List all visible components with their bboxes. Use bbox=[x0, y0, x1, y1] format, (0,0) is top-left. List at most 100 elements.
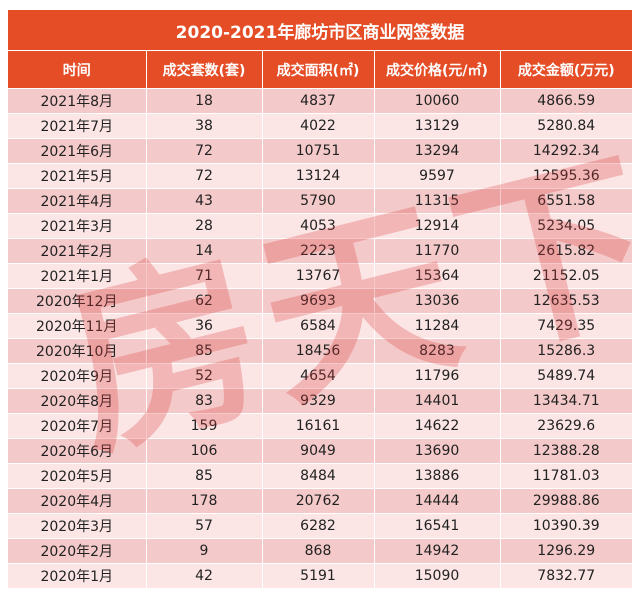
table-cell: 2020年11月 bbox=[8, 313, 147, 339]
table-cell: 16541 bbox=[374, 513, 501, 539]
table-cell: 13036 bbox=[374, 288, 501, 314]
table-cell: 10060 bbox=[374, 88, 501, 114]
table-cell: 8283 bbox=[374, 338, 501, 364]
table-cell: 2021年2月 bbox=[8, 238, 147, 264]
table-cell: 13124 bbox=[262, 163, 375, 189]
table-cell: 9329 bbox=[262, 388, 375, 414]
table-cell: 4053 bbox=[262, 213, 375, 239]
table-row: 2021年3月 28 4053 12914 5234.05 bbox=[8, 213, 633, 239]
table-cell: 28 bbox=[146, 213, 263, 239]
table-cell: 42 bbox=[146, 563, 263, 589]
table-cell: 15364 bbox=[374, 263, 501, 289]
table-cell: 11781.03 bbox=[500, 463, 633, 489]
table-row: 2021年2月 14 2223 11770 2615.82 bbox=[8, 238, 633, 264]
table-cell: 14942 bbox=[374, 538, 501, 564]
table-cell: 12595.36 bbox=[500, 163, 633, 189]
table-row: 2020年10月 85 18456 8283 15286.3 bbox=[8, 338, 633, 364]
table-cell: 7429.35 bbox=[500, 313, 633, 339]
table-cell: 38 bbox=[146, 113, 263, 139]
table-row: 2021年7月 38 4022 13129 5280.84 bbox=[8, 113, 633, 139]
table-cell: 1296.29 bbox=[500, 538, 633, 564]
table-cell: 2020年4月 bbox=[8, 488, 147, 514]
table-row: 2021年5月 72 13124 9597 12595.36 bbox=[8, 163, 633, 189]
table-cell: 11770 bbox=[374, 238, 501, 264]
table-cell: 2020年3月 bbox=[8, 513, 147, 539]
table-cell: 36 bbox=[146, 313, 263, 339]
table-cell: 62 bbox=[146, 288, 263, 314]
table-cell: 5790 bbox=[262, 188, 375, 214]
table-row: 2020年6月 106 9049 13690 12388.28 bbox=[8, 438, 633, 464]
table-row: 2021年1月 71 13767 15364 21152.05 bbox=[8, 263, 633, 289]
table-cell: 52 bbox=[146, 363, 263, 389]
table-cell: 868 bbox=[262, 538, 375, 564]
column-header: 时间 bbox=[8, 50, 147, 89]
table-cell: 4837 bbox=[262, 88, 375, 114]
table-cell: 29988.86 bbox=[500, 488, 633, 514]
table-cell: 2021年8月 bbox=[8, 88, 147, 114]
table-cell: 85 bbox=[146, 463, 263, 489]
table-cell: 2615.82 bbox=[500, 238, 633, 264]
table-cell: 2020年7月 bbox=[8, 413, 147, 439]
table-cell: 13129 bbox=[374, 113, 501, 139]
table-cell: 14 bbox=[146, 238, 263, 264]
table-cell: 4866.59 bbox=[500, 88, 633, 114]
table-cell: 2020年8月 bbox=[8, 388, 147, 414]
table-cell: 6551.58 bbox=[500, 188, 633, 214]
table-cell: 15286.3 bbox=[500, 338, 633, 364]
table-cell: 12388.28 bbox=[500, 438, 633, 464]
table-cell: 2223 bbox=[262, 238, 375, 264]
table-cell: 72 bbox=[146, 163, 263, 189]
table-cell: 5280.84 bbox=[500, 113, 633, 139]
table-cell: 13434.71 bbox=[500, 388, 633, 414]
table-cell: 11796 bbox=[374, 363, 501, 389]
table-cell: 2021年6月 bbox=[8, 138, 147, 164]
table-cell: 6584 bbox=[262, 313, 375, 339]
table-cell: 9 bbox=[146, 538, 263, 564]
table-row: 2020年4月 178 20762 14444 29988.86 bbox=[8, 488, 633, 514]
table-cell: 2021年5月 bbox=[8, 163, 147, 189]
table-cell: 2020年1月 bbox=[8, 563, 147, 589]
table-cell: 85 bbox=[146, 338, 263, 364]
table-cell: 10390.39 bbox=[500, 513, 633, 539]
table-cell: 159 bbox=[146, 413, 263, 439]
column-header: 成交价格(元/㎡) bbox=[374, 50, 501, 89]
table-cell: 178 bbox=[146, 488, 263, 514]
table-cell: 14292.34 bbox=[500, 138, 633, 164]
table-cell: 20762 bbox=[262, 488, 375, 514]
table-cell: 14622 bbox=[374, 413, 501, 439]
table-cell: 9049 bbox=[262, 438, 375, 464]
table-cell: 12635.53 bbox=[500, 288, 633, 314]
table-cell: 5489.74 bbox=[500, 363, 633, 389]
table-row: 2020年7月 159 16161 14622 23629.6 bbox=[8, 413, 633, 439]
table-cell: 2021年7月 bbox=[8, 113, 147, 139]
table-cell: 2021年4月 bbox=[8, 188, 147, 214]
table-cell: 4654 bbox=[262, 363, 375, 389]
table-cell: 2020年5月 bbox=[8, 463, 147, 489]
table-cell: 5234.05 bbox=[500, 213, 633, 239]
table-cell: 83 bbox=[146, 388, 263, 414]
table-row: 2020年9月 52 4654 11796 5489.74 bbox=[8, 363, 633, 389]
table-row: 2020年1月 42 5191 15090 7832.77 bbox=[8, 563, 633, 589]
table-cell: 12914 bbox=[374, 213, 501, 239]
table-cell: 2020年12月 bbox=[8, 288, 147, 314]
table-cell: 7832.77 bbox=[500, 563, 633, 589]
table-cell: 18456 bbox=[262, 338, 375, 364]
table-cell: 43 bbox=[146, 188, 263, 214]
table-cell: 2020年2月 bbox=[8, 538, 147, 564]
column-header: 成交面积(㎡) bbox=[262, 50, 375, 89]
table-title: 2020-2021年廊坊市区商业网签数据 bbox=[8, 10, 633, 51]
column-header: 成交金额(万元) bbox=[500, 50, 633, 89]
table-cell: 106 bbox=[146, 438, 263, 464]
table-row: 2021年6月 72 10751 13294 14292.34 bbox=[8, 138, 633, 164]
table-cell: 14444 bbox=[374, 488, 501, 514]
table-cell: 15090 bbox=[374, 563, 501, 589]
table-cell: 72 bbox=[146, 138, 263, 164]
table-cell: 2021年1月 bbox=[8, 263, 147, 289]
table-cell: 14401 bbox=[374, 388, 501, 414]
data-table: 2020-2021年廊坊市区商业网签数据 时间 成交套数(套) 成交面积(㎡) 成交价… bbox=[8, 10, 633, 589]
table-cell: 6282 bbox=[262, 513, 375, 539]
table-cell: 2021年3月 bbox=[8, 213, 147, 239]
table-cell: 23629.6 bbox=[500, 413, 633, 439]
table-cell: 13690 bbox=[374, 438, 501, 464]
table-row: 2020年12月 62 9693 13036 12635.53 bbox=[8, 288, 633, 314]
